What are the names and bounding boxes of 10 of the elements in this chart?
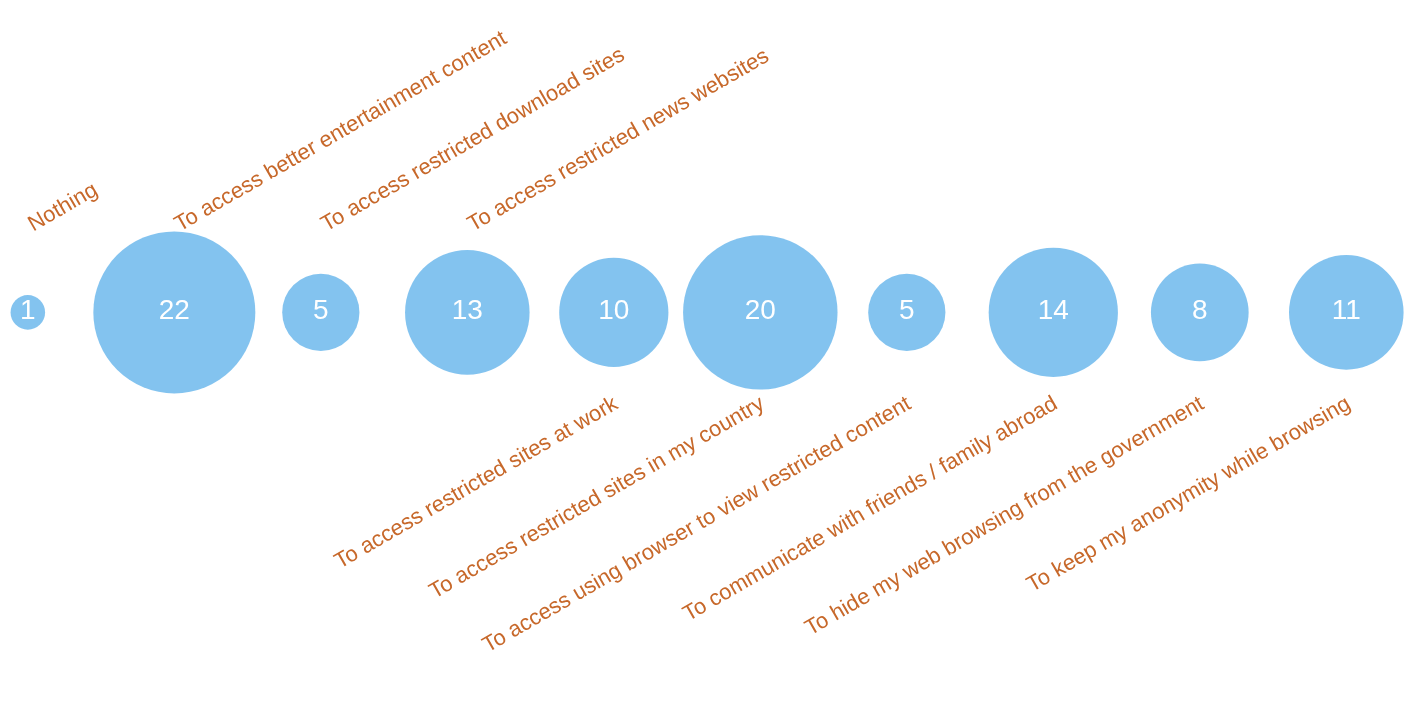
data-label: 14	[1037, 294, 1069, 326]
data-label: 22	[158, 294, 190, 326]
data-label: 11	[1331, 294, 1361, 326]
data-label: 5	[899, 294, 915, 326]
data-label: 8	[1192, 294, 1208, 326]
data-label: 1	[20, 294, 36, 326]
data-label: 5	[313, 294, 329, 326]
data-label: 13	[451, 294, 483, 326]
data-label: 10	[598, 294, 630, 326]
data-label: 20	[744, 294, 776, 326]
